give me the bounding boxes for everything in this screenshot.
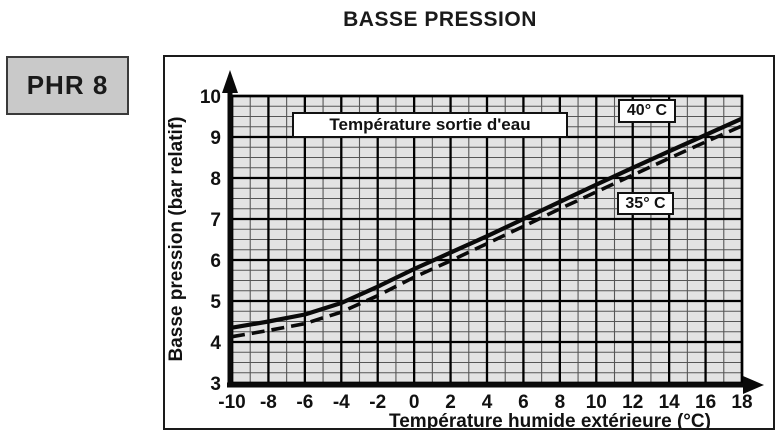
x-tick-label: 0 <box>409 392 420 413</box>
tick-labels: -10 -8 -6 -4 -2 0 2 4 6 8 10 12 14 16 18 3 4 5 6 7 8 9 10 <box>200 87 753 413</box>
x-tick-label: -8 <box>260 392 277 413</box>
x-tick-label: 2 <box>445 392 456 413</box>
figure-title: BASSE PRESSION <box>343 8 537 31</box>
y-axis-arrow <box>222 70 238 93</box>
x-tick-label: 16 <box>695 392 716 413</box>
y-axis-title: Basse pression (bar relatif) <box>166 117 187 362</box>
x-tick-label: 14 <box>659 392 681 413</box>
y-tick-label: 10 <box>200 87 221 108</box>
y-tick-label: 4 <box>210 333 221 354</box>
x-tick-label: -2 <box>369 392 386 413</box>
y-tick-label: 5 <box>210 292 221 313</box>
model-badge: PHR 8 <box>6 56 129 115</box>
x-tick-label: 6 <box>518 392 529 413</box>
x-axis-arrow <box>743 376 764 394</box>
x-tick-label: 18 <box>731 392 752 413</box>
x-tick-label: 12 <box>622 392 643 413</box>
y-tick-label: 3 <box>210 374 221 395</box>
y-tick-label: 7 <box>210 210 221 231</box>
x-tick-label: 8 <box>555 392 566 413</box>
y-tick-label: 6 <box>210 251 221 272</box>
curve-35cc <box>231 124 743 339</box>
y-tick-label: 9 <box>210 128 221 149</box>
chart-frame: -10 -8 -6 -4 -2 0 2 4 6 8 10 12 14 16 18 3 4 5 6 7 8 9 10 Tempé… <box>163 55 775 430</box>
x-tick-label: 4 <box>482 392 493 413</box>
curve-label-40c: 40° C <box>618 99 676 123</box>
x-tick-label: -6 <box>296 392 313 413</box>
x-tick-label: -10 <box>218 392 245 413</box>
x-tick-label: -4 <box>333 392 350 413</box>
curve-label-35c: 35° C <box>617 192 674 215</box>
x-tick-label: 10 <box>586 392 607 413</box>
annotation-water-outlet-temperature: Température sortie d'eau <box>292 112 568 138</box>
curve-40cc <box>231 116 743 330</box>
x-axis-title: Température humide extérieure (°C) <box>389 411 711 428</box>
y-tick-label: 8 <box>210 169 221 190</box>
chart-canvas: -10 -8 -6 -4 -2 0 2 4 6 8 10 12 14 16 18345678910Tempé… <box>166 70 764 428</box>
